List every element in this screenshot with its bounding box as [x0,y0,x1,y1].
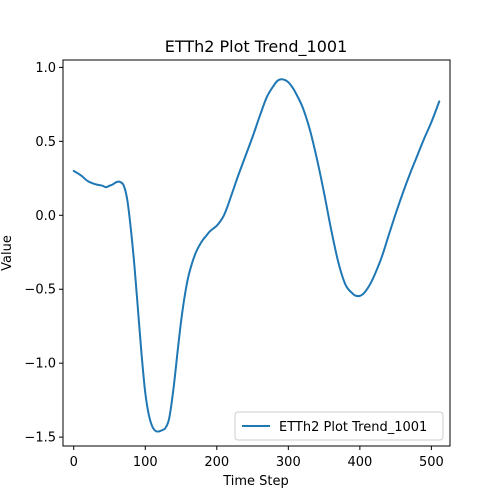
x-tick-label: 200 [204,455,229,470]
x-axis-label: Time Step [222,474,289,489]
x-tick-label: 500 [419,455,444,470]
y-tick-label: −0.5 [24,283,56,298]
y-axis-ticks: −1.5 −1.0 −0.5 0.0 0.5 1.0 [24,61,63,446]
legend-entry-label: ETTh2 Plot Trend_1001 [279,420,427,435]
y-tick-label: 0.0 [35,209,56,224]
x-tick-label: 0 [70,455,78,470]
y-tick-label: 1.0 [35,61,56,76]
plot-frame [62,59,451,447]
y-tick-label: −1.0 [24,357,56,372]
y-tick-label: −1.5 [24,431,56,446]
x-tick-label: 100 [133,455,158,470]
legend-box [234,411,444,441]
y-tick-label: 0.5 [35,135,56,150]
x-tick-label: 400 [347,455,372,470]
y-axis-label: Value [0,235,15,271]
chart-title: ETTh2 Plot Trend_1001 [165,37,348,57]
x-axis-ticks: 0 100 200 300 400 500 [70,446,444,470]
legend: ETTh2 Plot Trend_1001 [234,411,444,441]
line-series [72,78,441,433]
x-tick-label: 300 [276,455,301,470]
